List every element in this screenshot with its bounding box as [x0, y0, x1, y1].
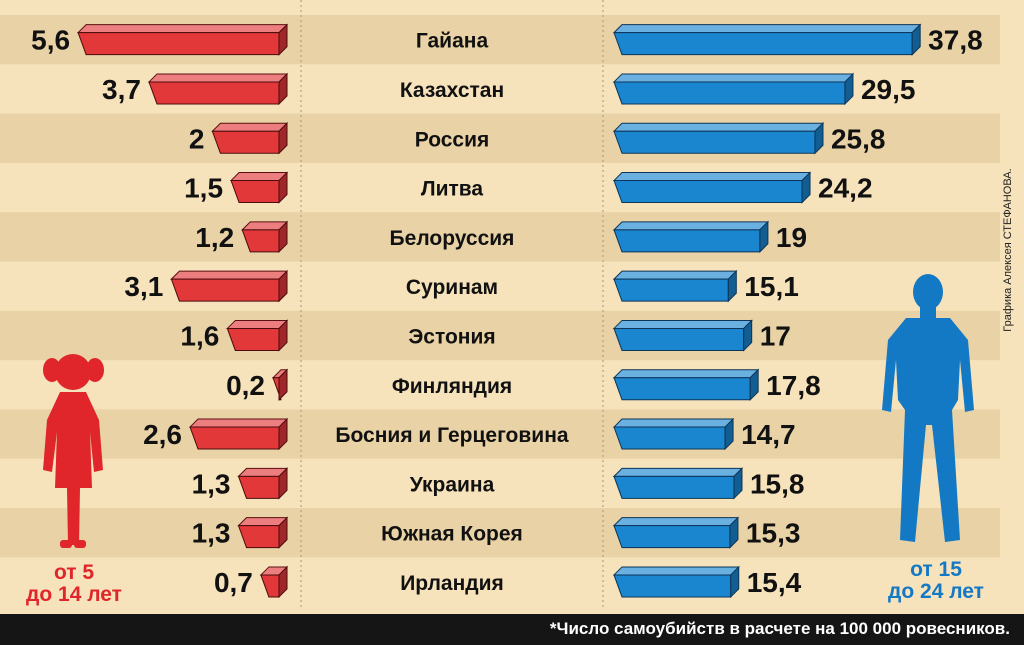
right-value-label: 37,8 [928, 25, 983, 56]
left-value-label: 2,6 [143, 419, 182, 450]
chart: Гайана 5,6 37,8 Казахстан 3,7 29,5 Россия 2 25,8… [0, 0, 1000, 608]
right-value-label: 15,1 [744, 271, 799, 302]
right-bar [612, 467, 744, 500]
country-label: Эстония [408, 325, 495, 348]
left-bar [170, 269, 289, 303]
country-label: Казахстан [400, 79, 504, 102]
left-bar [76, 23, 289, 56]
left-value-label: 1,3 [192, 468, 231, 499]
left-value-label: 0,7 [214, 567, 253, 598]
left-bar [271, 368, 289, 401]
right-bar [612, 171, 812, 204]
left-value-label: 1,5 [184, 173, 223, 204]
right-value-label: 25,8 [831, 123, 886, 154]
row-stripe [0, 310, 1000, 361]
legend-right-line2: до 24 лет [888, 580, 984, 603]
right-value-label: 24,2 [818, 173, 873, 204]
right-value-label: 15,8 [750, 468, 805, 499]
country-label: Ирландия [400, 572, 504, 595]
country-label: Суринам [406, 276, 498, 299]
row-stripe [0, 508, 1000, 558]
left-value-label: 5,6 [31, 25, 70, 56]
footnote: *Число самоубийств в расчете на 100 000 … [549, 619, 1010, 638]
legend-right-line1: от 15 [910, 558, 962, 581]
right-bar [612, 122, 825, 155]
left-value-label: 3,1 [124, 271, 163, 302]
country-label: Литва [421, 178, 484, 201]
right-value-label: 29,5 [861, 74, 916, 105]
row-stripe [0, 409, 1000, 459]
right-value-label: 17,8 [766, 370, 821, 401]
left-bar [226, 319, 289, 352]
country-label: Украина [410, 473, 495, 496]
legend-left-line1: от 5 [53, 561, 95, 584]
country-label: Гайана [416, 30, 489, 53]
left-bar [229, 171, 289, 204]
right-bar [612, 319, 753, 352]
left-bar [147, 72, 289, 106]
legend-right: от 15 до 24 лет [866, 559, 1006, 603]
credit-label: Графика Алексея СТЕФАНОВА. [1002, 168, 1014, 332]
country-label: Россия [415, 128, 490, 151]
footer-bar: *Число самоубийств в расчете на 100 000 … [0, 614, 1024, 645]
country-label: Босния и Герцеговина [335, 424, 568, 447]
right-value-label: 14,7 [741, 419, 796, 450]
right-value-label: 17 [760, 320, 791, 351]
right-bar [612, 72, 855, 106]
left-value-label: 3,7 [102, 74, 141, 105]
right-bar [612, 220, 770, 254]
right-bar [612, 516, 740, 549]
right-bar [612, 23, 922, 56]
left-bar [237, 467, 289, 500]
right-bar [612, 368, 760, 401]
left-bar [237, 516, 289, 549]
row-stripe [0, 212, 1000, 262]
girl-silhouette-icon [43, 354, 104, 548]
right-bar [612, 565, 740, 599]
young-man-silhouette-icon [882, 274, 974, 542]
country-label: Белоруссия [390, 227, 515, 250]
country-label: Южная Корея [381, 523, 523, 546]
right-value-label: 19 [776, 222, 807, 253]
left-bar [188, 417, 289, 451]
legend-left: от 5 до 14 лет [4, 562, 144, 606]
row-stripe [0, 113, 1000, 163]
right-bar [612, 417, 735, 451]
right-value-label: 15,3 [746, 518, 801, 549]
left-bar [211, 122, 289, 155]
left-value-label: 1,2 [195, 222, 234, 253]
country-label: Финляндия [392, 375, 512, 398]
left-bar [259, 565, 289, 599]
legend-left-line2: до 14 лет [26, 583, 122, 606]
left-value-label: 2 [189, 123, 205, 154]
left-value-label: 1,3 [192, 518, 231, 549]
left-bar [241, 220, 289, 254]
right-bar [612, 269, 738, 303]
left-value-label: 1,6 [180, 320, 219, 351]
left-value-label: 0,2 [226, 370, 265, 401]
right-value-label: 15,4 [747, 567, 802, 598]
